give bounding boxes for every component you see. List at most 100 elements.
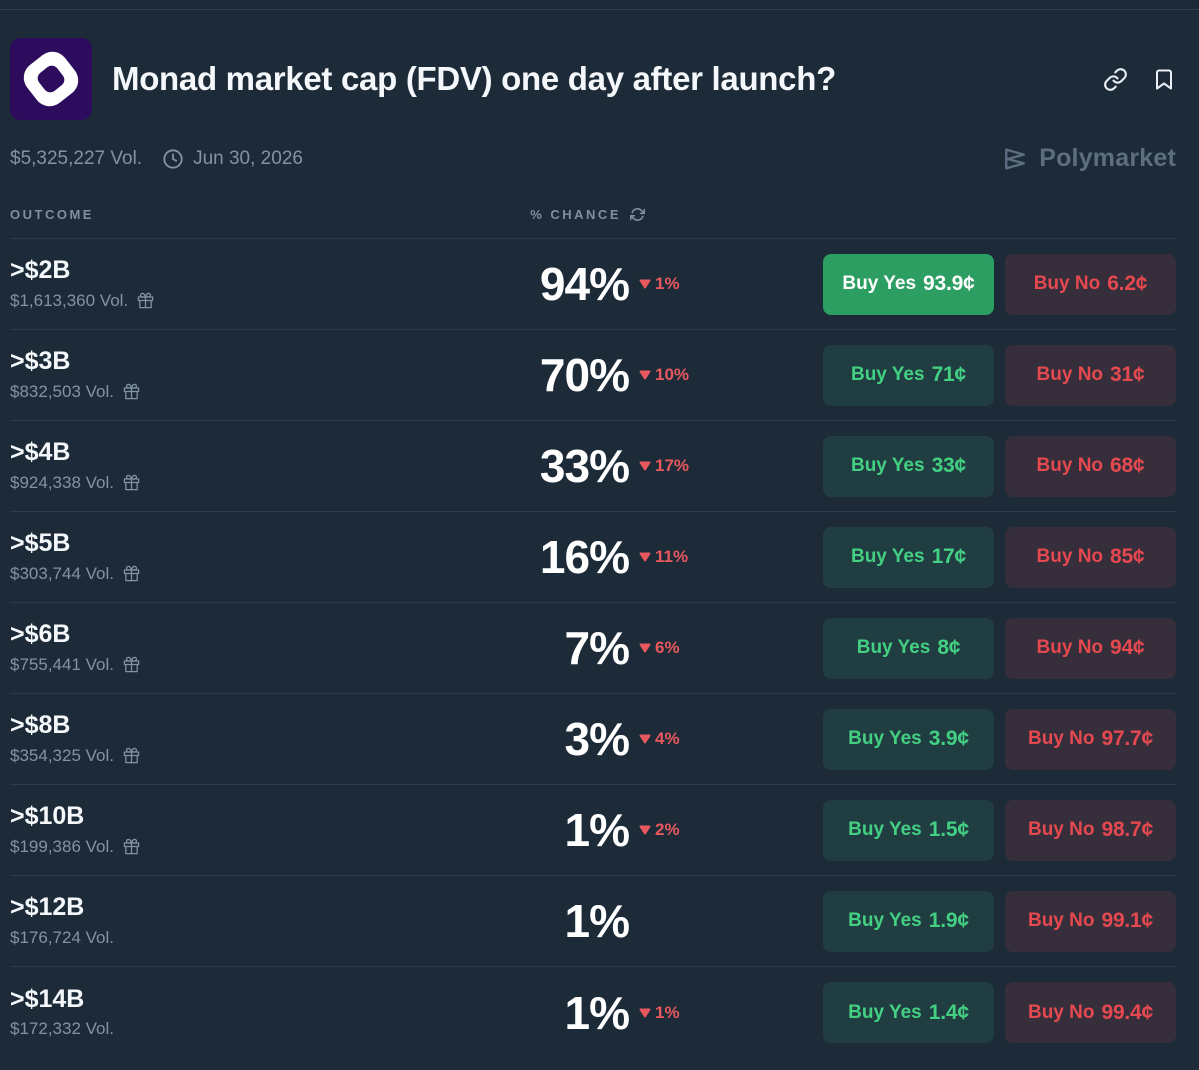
buy-yes-button[interactable]: Buy Yes 1.9¢ — [823, 890, 994, 952]
buy-no-price: 31¢ — [1110, 363, 1145, 386]
triangle-down-icon — [639, 279, 651, 289]
chance-change: 11% — [629, 547, 691, 567]
outcome-name: >$14B — [10, 984, 85, 1013]
buy-no-label: Buy No — [1036, 637, 1104, 658]
trade-buttons: Buy Yes 17¢ Buy No 85¢ — [823, 526, 1176, 588]
chance-change: 17% — [629, 456, 691, 476]
buy-no-button[interactable]: Buy No 99.4¢ — [1005, 982, 1176, 1043]
buy-no-button[interactable]: Buy No 99.1¢ — [1005, 890, 1176, 952]
outcome-volume: $755,441 Vol. — [10, 655, 451, 675]
chance-value: 16% — [539, 531, 630, 583]
outcome-cell: >$6B $755,441 Vol. — [10, 621, 451, 674]
buy-yes-price: 33¢ — [931, 454, 967, 477]
buy-no-button[interactable]: Buy No 31¢ — [1005, 344, 1176, 406]
buy-yes-label: Buy Yes — [848, 1001, 922, 1023]
chance-cell: 33% 17% — [451, 443, 691, 489]
buy-no-label: Buy No — [1036, 364, 1104, 385]
chance-column-label: % CHANCE — [530, 207, 621, 222]
chance-change-value: 2% — [655, 820, 680, 839]
market-row: >$10B $199,386 Vol. 1% 2% — [10, 785, 1176, 876]
outcome-volume: $172,332 Vol. — [10, 1019, 451, 1039]
triangle-down-icon — [639, 370, 651, 380]
outcome-name: >$10B — [10, 802, 85, 831]
buy-yes-button[interactable]: Buy Yes 1.5¢ — [823, 799, 994, 861]
buy-yes-button[interactable]: Buy Yes 33¢ — [823, 435, 994, 497]
buy-yes-price: 1.9¢ — [928, 909, 969, 932]
chance-value: 1% — [564, 895, 630, 947]
buy-no-price: 6.2¢ — [1107, 272, 1148, 295]
buy-no-button[interactable]: Buy No 85¢ — [1005, 526, 1176, 588]
chance-cell: 1% — [451, 898, 691, 944]
trade-buttons: Buy Yes 8¢ Buy No 94¢ — [823, 617, 1176, 679]
buy-yes-price: 1.5¢ — [928, 818, 969, 841]
buy-no-button[interactable]: Buy No 98.7¢ — [1005, 799, 1176, 861]
bookmark-icon[interactable] — [1152, 67, 1176, 92]
outcome-name: >$5B — [10, 529, 71, 558]
buy-no-price: 99.4¢ — [1101, 1000, 1154, 1024]
buy-yes-price: 17¢ — [931, 545, 967, 568]
chance-change: 2% — [629, 820, 691, 840]
buy-yes-button[interactable]: Buy Yes 93.9¢ — [823, 253, 994, 315]
outcome-volume-label: $924,338 Vol. — [10, 472, 114, 492]
buy-yes-button[interactable]: Buy Yes 1.4¢ — [823, 982, 994, 1043]
buy-no-button[interactable]: Buy No 6.2¢ — [1005, 253, 1176, 315]
buy-no-label: Buy No — [1036, 546, 1104, 567]
trade-buttons: Buy Yes 3.9¢ Buy No 97.7¢ — [823, 708, 1176, 770]
outcome-cell: >$14B $172,332 Vol. — [10, 986, 451, 1039]
buy-yes-label: Buy Yes — [856, 637, 931, 658]
market-row: >$4B $924,338 Vol. 33% 17% — [10, 421, 1176, 512]
link-icon[interactable] — [1103, 67, 1128, 92]
buy-yes-label: Buy Yes — [850, 364, 925, 385]
outcome-volume: $199,386 Vol. — [10, 837, 451, 857]
gift-icon — [123, 747, 140, 764]
table-column-headers: OUTCOME % CHANCE — [10, 207, 1176, 239]
buy-yes-button[interactable]: Buy Yes 8¢ — [823, 617, 994, 679]
chance-change-value: 6% — [655, 638, 680, 657]
chance-value: 7% — [564, 622, 630, 674]
buy-yes-price: 71¢ — [931, 363, 967, 386]
buy-no-price: 98.7¢ — [1101, 818, 1154, 841]
outcome-volume-label: $1,613,360 Vol. — [10, 290, 129, 310]
buy-yes-price: 1.4¢ — [928, 1000, 969, 1024]
chance-value: 3% — [564, 713, 630, 765]
buy-no-button[interactable]: Buy No 68¢ — [1005, 435, 1176, 497]
trade-buttons: Buy Yes 93.9¢ Buy No 6.2¢ — [823, 253, 1176, 315]
buy-yes-price: 93.9¢ — [923, 272, 975, 295]
chance-cell: 94% 1% — [451, 261, 691, 307]
trade-buttons: Buy Yes 1.4¢ Buy No 99.4¢ — [823, 982, 1176, 1043]
outcome-volume-label: $176,724 Vol. — [10, 927, 114, 947]
outcome-volume-label: $172,332 Vol. — [10, 1019, 114, 1039]
outcome-cell: >$2B $1,613,360 Vol. — [10, 257, 451, 310]
buy-yes-label: Buy Yes — [848, 819, 922, 840]
buy-no-button[interactable]: Buy No 97.7¢ — [1005, 708, 1176, 770]
chance-cell: 7% 6% — [451, 625, 691, 671]
outcome-name: >$3B — [10, 347, 71, 376]
chance-value: 1% — [564, 804, 630, 856]
outcome-cell: >$4B $924,338 Vol. — [10, 439, 451, 492]
gift-icon — [123, 474, 140, 491]
buy-yes-button[interactable]: Buy Yes 71¢ — [823, 344, 994, 406]
chance-value: 70% — [539, 349, 630, 401]
header-actions — [1103, 67, 1176, 92]
buy-no-button[interactable]: Buy No 94¢ — [1005, 617, 1176, 679]
chance-column-header: % CHANCE — [451, 207, 691, 222]
chance-value: 33% — [539, 440, 630, 492]
polymarket-brand[interactable]: Polymarket — [1001, 144, 1176, 173]
buy-no-label: Buy No — [1033, 273, 1101, 294]
trade-buttons: Buy Yes 71¢ Buy No 31¢ — [823, 344, 1176, 406]
page-title[interactable]: Monad market cap (FDV) one day after lau… — [112, 60, 836, 97]
chance-change-value: 1% — [655, 1002, 680, 1022]
end-date: Jun 30, 2026 — [162, 148, 303, 170]
gift-icon — [123, 383, 140, 400]
buy-yes-button[interactable]: Buy Yes 3.9¢ — [823, 708, 994, 770]
outcome-cell: >$8B $354,325 Vol. — [10, 712, 451, 765]
buy-yes-button[interactable]: Buy Yes 17¢ — [823, 526, 994, 588]
chance-change-value: 1% — [655, 274, 680, 293]
refresh-icon[interactable] — [630, 207, 645, 222]
chance-cell: 1% 1% — [451, 990, 691, 1036]
outcome-name: >$12B — [10, 893, 85, 922]
market-row: >$8B $354,325 Vol. 3% 4% — [10, 694, 1176, 785]
trade-buttons: Buy Yes 33¢ Buy No 68¢ — [823, 435, 1176, 497]
polymarket-icon — [1005, 148, 1026, 169]
buy-yes-label: Buy Yes — [850, 455, 925, 476]
